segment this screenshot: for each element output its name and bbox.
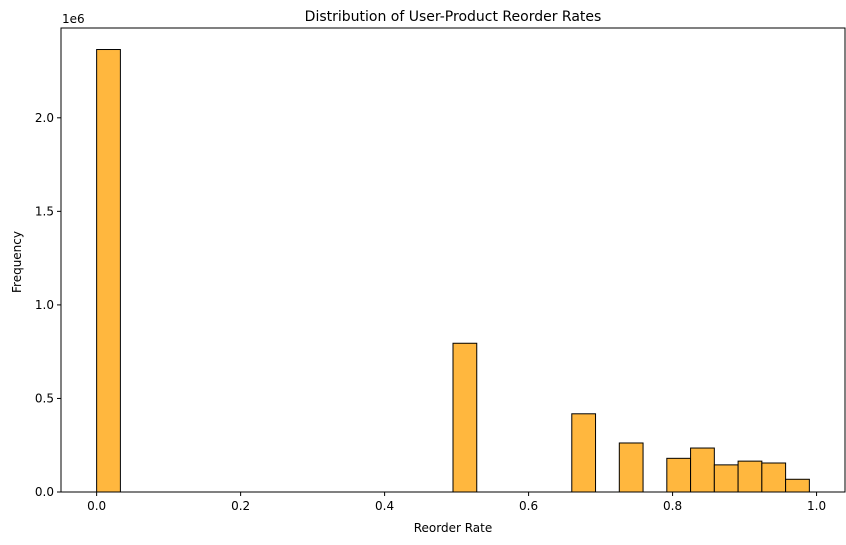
histogram-bar-6	[713, 464, 739, 493]
histogram-bar-3	[618, 442, 644, 493]
histogram-bar-8	[761, 462, 787, 493]
x-axis: 0.0 0.2 0.4 0.6 0.8 1.0	[87, 492, 826, 513]
y-tick-label: 0.0	[35, 485, 54, 499]
y-axis: 0.0 0.5 1.0 1.5 2.0	[35, 111, 61, 499]
y-axis-label: Frequency	[10, 231, 24, 293]
y-tick-label: 2.0	[35, 111, 54, 125]
x-tick-label: 0.0	[87, 499, 106, 513]
histogram-bar-2	[571, 413, 597, 493]
histogram-bar-9	[785, 478, 810, 493]
x-tick-label: 0.4	[375, 499, 394, 513]
plot-frame	[60, 27, 846, 493]
histogram-bar-1	[452, 342, 478, 493]
histogram-bar-5	[690, 447, 715, 493]
histogram-bar-0	[96, 49, 121, 493]
y-tick-label: 0.5	[35, 391, 54, 405]
histogram-bar-4	[666, 457, 692, 493]
x-tick-label: 1.0	[807, 499, 826, 513]
y-tick-label: 1.5	[35, 204, 54, 218]
x-axis-label: Reorder Rate	[414, 521, 493, 535]
histogram-bar-7	[737, 460, 763, 493]
bars	[96, 49, 810, 493]
x-tick-label: 0.8	[663, 499, 682, 513]
y-tick-label: 1.0	[35, 298, 54, 312]
chart-title: Distribution of User-Product Reorder Rat…	[305, 9, 602, 25]
x-tick-label: 0.6	[519, 499, 538, 513]
y-offset-label: 1e6	[62, 12, 85, 26]
x-tick-label: 0.2	[231, 499, 250, 513]
